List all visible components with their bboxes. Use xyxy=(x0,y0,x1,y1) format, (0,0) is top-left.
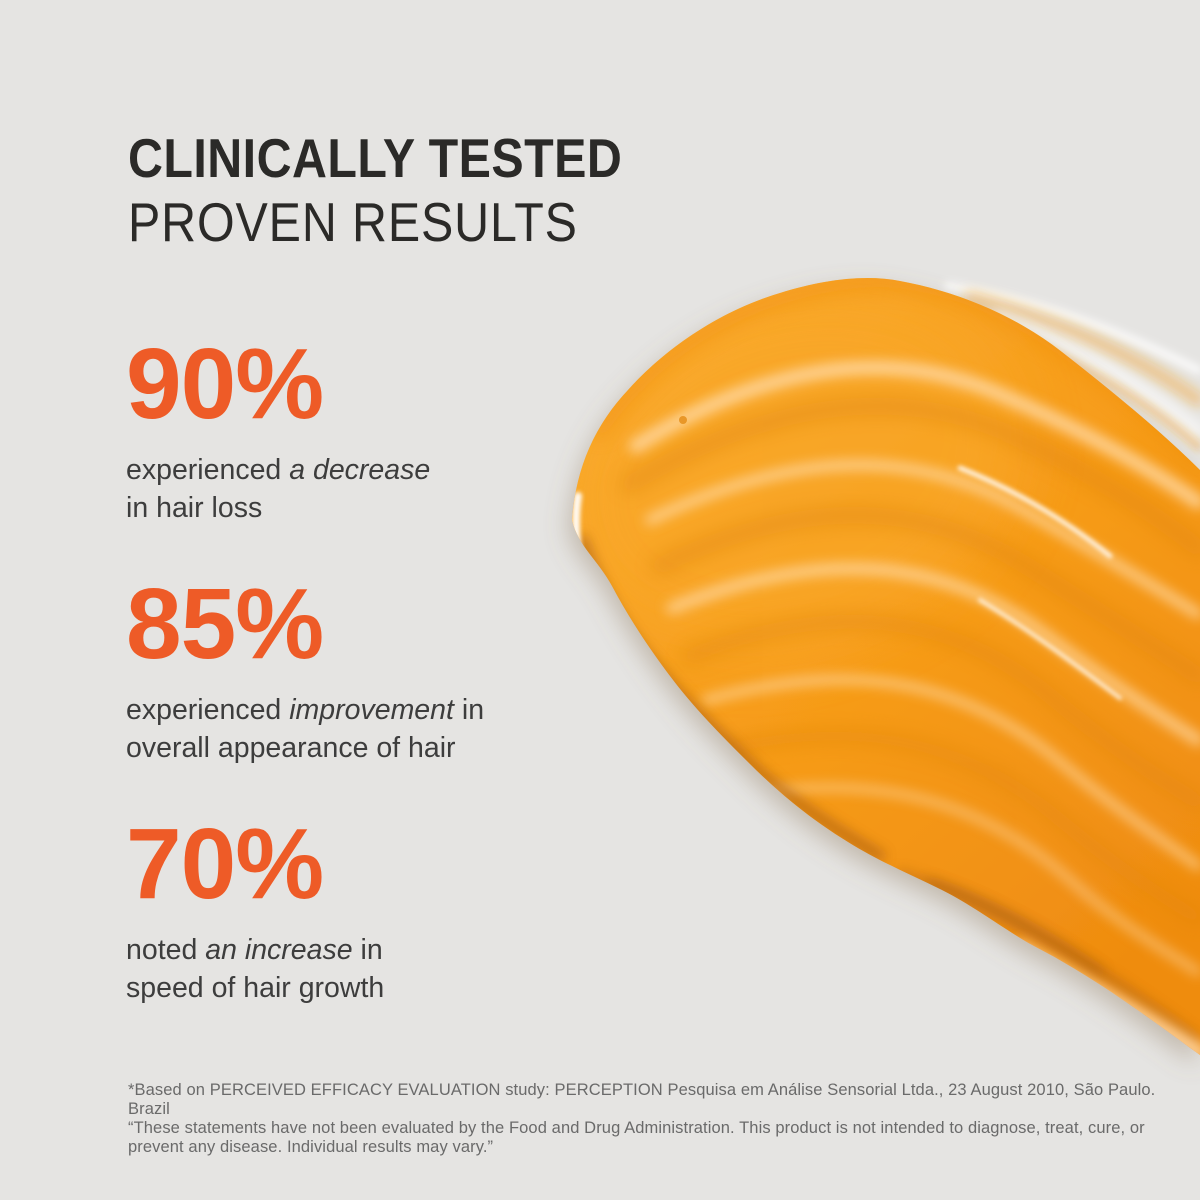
footnote: *Based on PERCEIVED EFFICACY EVALUATION … xyxy=(128,1081,1158,1157)
stat-value: 90% xyxy=(126,328,324,440)
headline-line-2: PROVEN RESULTS xyxy=(128,191,578,253)
product-smear-image xyxy=(572,278,1200,1056)
footnote-line-2: “These statements have not been evaluate… xyxy=(128,1119,1145,1137)
stat-value: 70% xyxy=(126,808,324,920)
stat-block-85: 85% experienced improvement in overall ap… xyxy=(126,568,606,819)
stat-block-70: 70% noted an increase in speed of hair gr… xyxy=(126,808,606,1059)
footnote-line-1: *Based on PERCEIVED EFFICACY EVALUATION … xyxy=(128,1081,1156,1118)
headline-line-1: CLINICALLY TESTED xyxy=(128,127,623,189)
stat-block-90: 90% experienced a decrease in hair loss xyxy=(126,328,606,579)
headline: CLINICALLY TESTED PROVEN RESULTS xyxy=(128,126,690,254)
footnote-line-3: prevent any disease. Individual results … xyxy=(128,1138,494,1156)
stat-caption: experienced improvement in overall appear… xyxy=(126,694,485,764)
stat-value: 85% xyxy=(126,568,324,680)
stat-caption: experienced a decrease in hair loss xyxy=(126,454,431,524)
stats-list: 90% experienced a decrease in hair loss 8… xyxy=(126,328,606,1059)
stat-caption: noted an increase in speed of hair growth xyxy=(126,934,385,1004)
